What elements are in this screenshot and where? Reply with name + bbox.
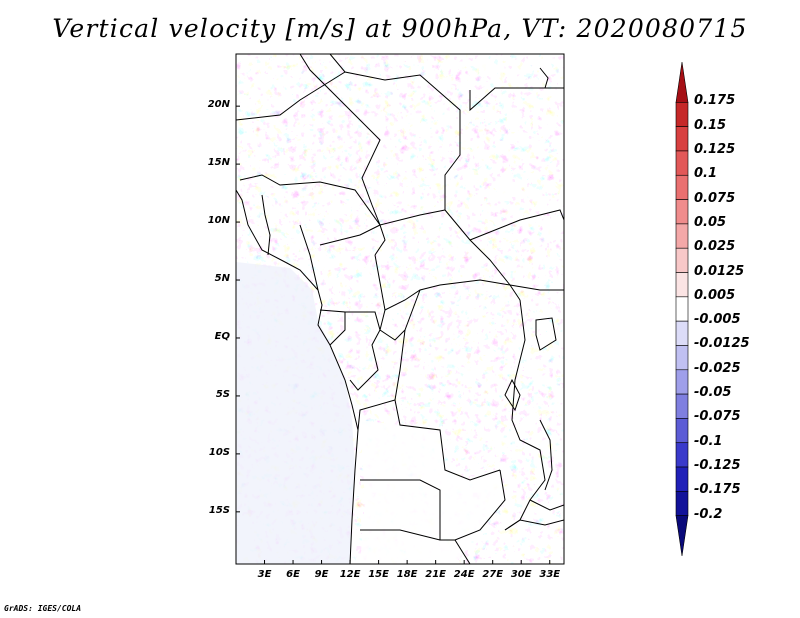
colorbar-segment <box>675 296 689 322</box>
colorbar-label: -0.005 <box>694 312 741 328</box>
x-tick-label: 3E <box>257 569 272 580</box>
x-tick-label: 12E <box>339 569 361 580</box>
colorbar-segment <box>675 174 689 200</box>
colorbar-label: 0.05 <box>694 214 727 230</box>
y-tick-label: 15N <box>207 157 230 169</box>
x-tick-label: 15E <box>368 569 389 580</box>
colorbar-label: -0.1 <box>694 433 723 449</box>
colorbar-label: -0.075 <box>694 409 741 425</box>
colorbar-segment <box>675 345 689 371</box>
colorbar-segment <box>675 223 689 249</box>
colorbar-label: -0.025 <box>694 360 741 376</box>
colorbar-segment <box>675 418 689 444</box>
colorbar-arrow-top <box>675 61 689 103</box>
colorbar-segment <box>675 102 689 127</box>
colorbar-segment <box>675 369 689 395</box>
colorbar-segment <box>675 150 689 176</box>
colorbar-segment <box>675 442 689 468</box>
colorbar-segment <box>675 393 689 419</box>
colorbar-label: -0.175 <box>694 482 741 498</box>
colorbar-segment <box>675 320 689 346</box>
colorbar-label: 0.005 <box>694 287 736 303</box>
colorbar-label: 0.075 <box>694 190 736 206</box>
colorbar-label: 0.15 <box>694 117 727 133</box>
x-tick-label: 21E <box>425 569 447 580</box>
x-tick-label: 9E <box>314 569 329 580</box>
colorbar-label: -0.05 <box>694 385 732 401</box>
x-tick-label: 27E <box>482 569 504 580</box>
colorbar-label: -0.0125 <box>694 336 750 352</box>
x-tick-label: 30E <box>510 569 532 580</box>
y-tick-label: 15S <box>208 504 230 516</box>
y-tick-label: 10N <box>207 215 230 227</box>
footer-credit: GrADS: IGES/COLA <box>4 604 82 613</box>
colorbar-segment <box>675 466 689 492</box>
quiet-region <box>360 420 505 564</box>
colorbar-arrow-bottom <box>675 515 689 557</box>
velocity-field <box>236 54 564 564</box>
map-frame <box>235 53 565 565</box>
x-tick-label: 24E <box>453 569 475 580</box>
colorbar-label: -0.125 <box>694 458 741 474</box>
y-tick-label: 20N <box>207 99 230 111</box>
colorbar-segment <box>675 199 689 225</box>
y-tick-label: 5N <box>214 273 230 285</box>
colorbar-label: 0.0125 <box>694 263 745 279</box>
colorbar-segment <box>675 126 689 152</box>
colorbar-label: 0.1 <box>694 166 718 182</box>
colorbar-label: -0.2 <box>694 506 723 522</box>
colorbar-segment <box>675 491 689 516</box>
axis-tick-marks <box>236 105 551 564</box>
chart-title: Vertical velocity [m/s] at 900hPa, VT: 2… <box>52 14 748 43</box>
colorbar-label: 0.125 <box>694 141 736 157</box>
colorbar-segment <box>675 247 689 273</box>
x-tick-label: 6E <box>286 569 300 580</box>
colorbar-label: 0.175 <box>694 93 736 109</box>
colorbar-label: 0.025 <box>694 239 736 255</box>
colorbar-segment <box>675 272 689 298</box>
y-tick-label: EQ <box>214 330 230 342</box>
x-tick-label: 18E <box>396 569 418 580</box>
x-tick-label: 33E <box>539 569 561 580</box>
y-tick-label: 10S <box>208 446 230 458</box>
coastline <box>236 189 359 564</box>
y-tick-label: 5S <box>215 388 230 400</box>
country-borders <box>236 54 564 564</box>
